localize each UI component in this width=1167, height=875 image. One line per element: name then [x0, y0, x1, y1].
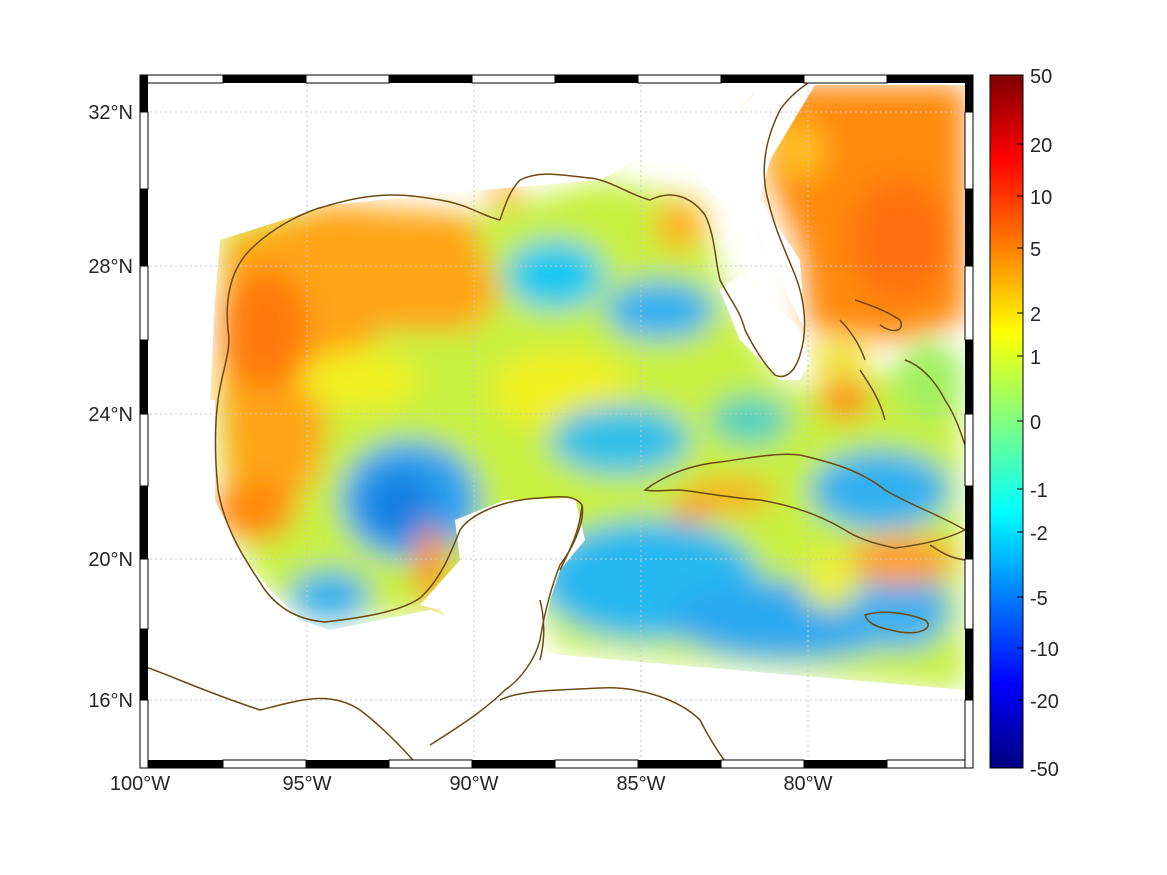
colorbar-tick-label: -5: [1030, 588, 1048, 610]
lat-tick-label: 28°N: [88, 256, 133, 278]
colorbar: 50 20 10 5 2 1 0 -1 -2 -5 -10 -20 -50: [989, 66, 1059, 781]
colorbar-tick-label: 1: [1030, 347, 1041, 369]
lon-tick-label: 80°W: [783, 773, 832, 795]
colorbar-tick-label: -1: [1030, 480, 1048, 502]
lon-tick-label: 85°W: [616, 773, 665, 795]
lat-tick-label: 32°N: [88, 102, 133, 124]
lon-tick-label: 100°W: [110, 773, 170, 795]
colorbar-tick-label: 50: [1030, 66, 1052, 88]
colorbar-tick-label: 2: [1030, 304, 1041, 326]
map-frame: [139, 74, 974, 769]
lon-tick-label: 95°W: [282, 773, 331, 795]
lon-tick-labels: 100°W 95°W 90°W 85°W 80°W: [110, 773, 833, 795]
colorbar-tick-label: -50: [1030, 759, 1059, 781]
colorbar-tick-label: -20: [1030, 691, 1059, 713]
graticule: [140, 75, 973, 768]
coastline: [140, 77, 971, 768]
colorbar-tick-label: -10: [1030, 639, 1059, 661]
colorbar-tick-label: 10: [1030, 187, 1052, 209]
colorbar-tick-label: 5: [1030, 239, 1041, 261]
colorbar-tick-label: 20: [1030, 135, 1052, 157]
lat-tick-label: 24°N: [88, 404, 133, 426]
data-field: [140, 75, 965, 768]
lon-tick-label: 90°W: [449, 773, 498, 795]
lat-tick-labels: 32°N 28°N 24°N 20°N 16°N: [88, 102, 133, 712]
lat-tick-label: 16°N: [88, 690, 133, 712]
colorbar-tick-label: 0: [1030, 412, 1041, 434]
lat-tick-label: 20°N: [88, 549, 133, 571]
colorbar-tick-label: -2: [1030, 523, 1048, 545]
